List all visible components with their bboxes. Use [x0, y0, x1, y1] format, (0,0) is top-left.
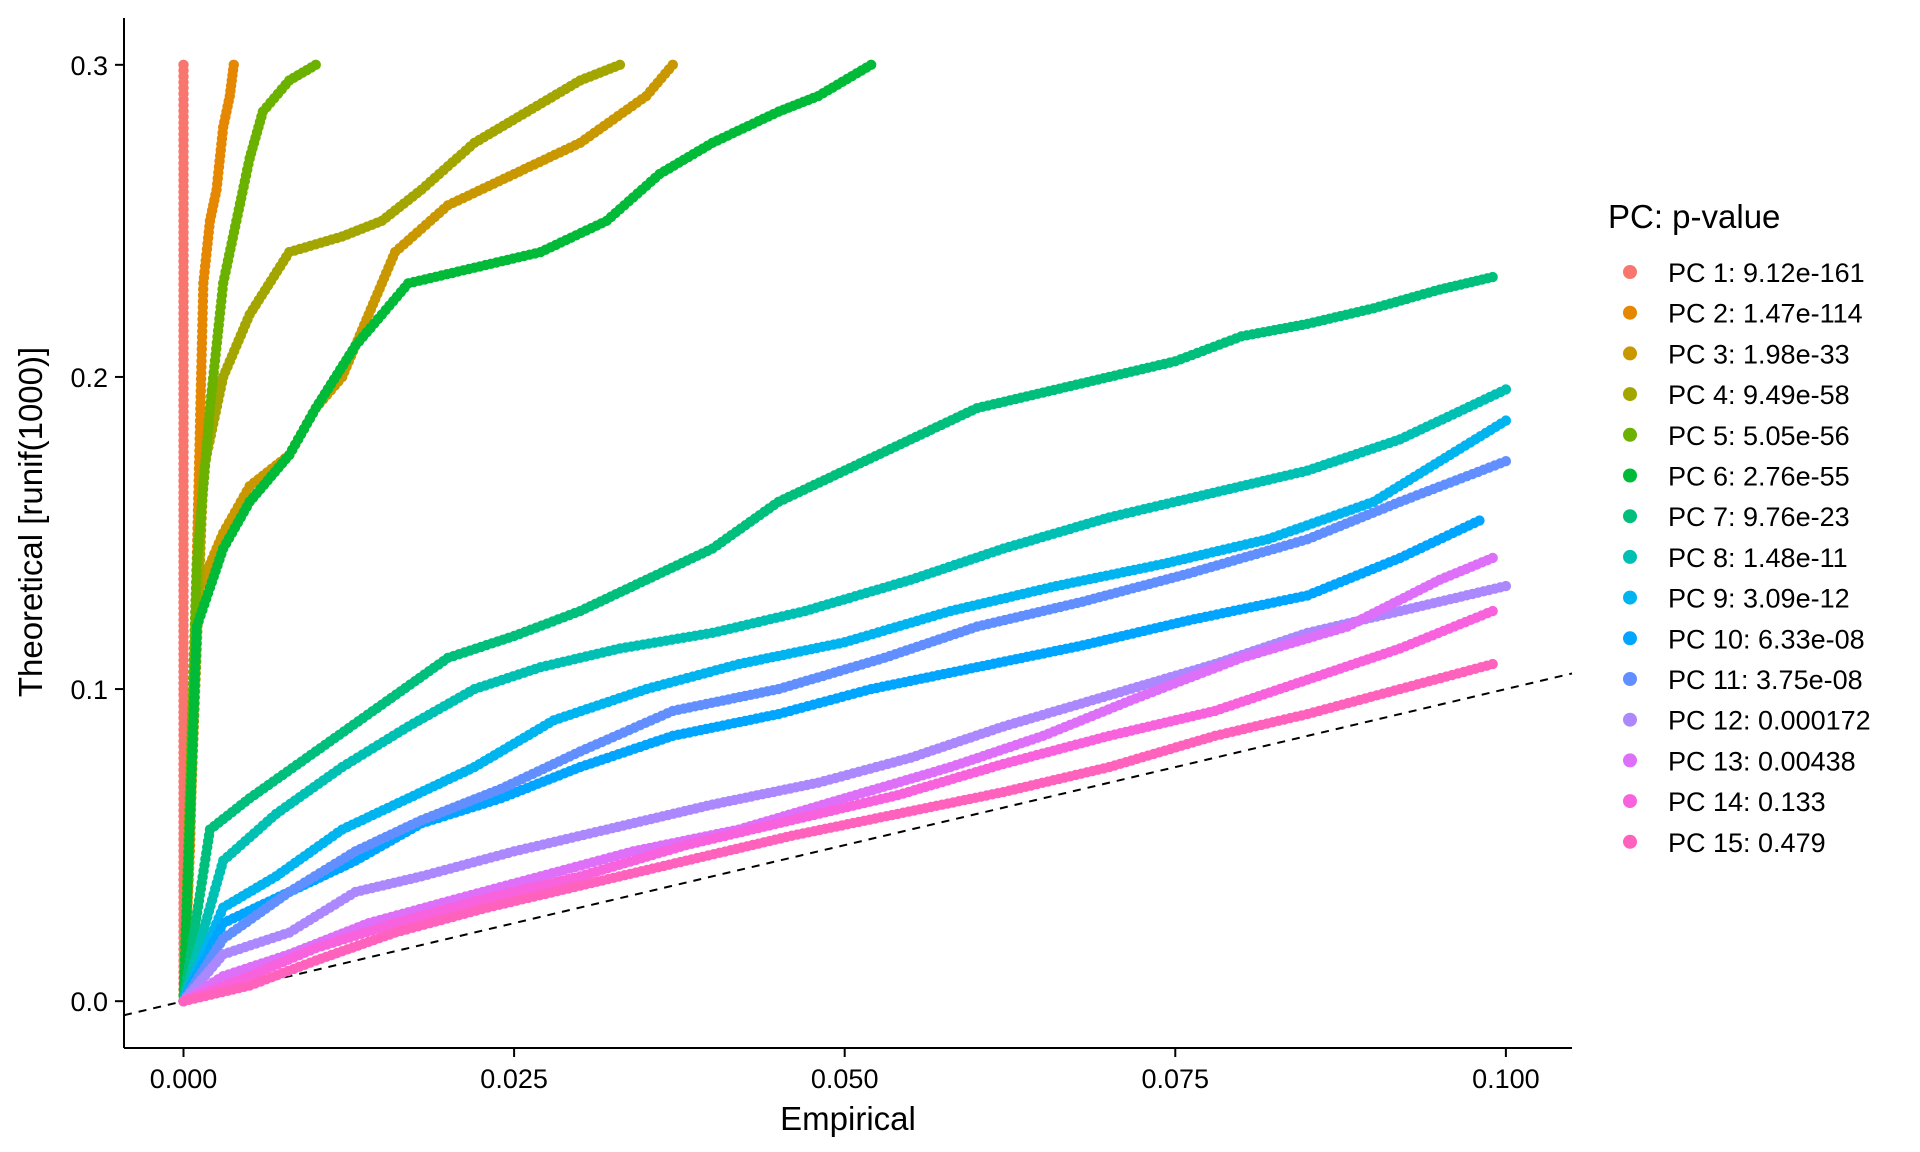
legend-label: PC 5: 5.05e-56 [1668, 421, 1850, 451]
x-tick-label: 0.075 [1141, 1064, 1209, 1094]
x-tick-label: 0.025 [480, 1064, 548, 1094]
legend-swatch [1623, 590, 1637, 605]
reference-line [123, 672, 1573, 1017]
y-tick-label: 0.3 [70, 51, 108, 81]
series-points [178, 415, 1512, 1007]
legend: PC: p-value PC 1: 9.12e-161 PC 2: 1.47e-1… [1608, 198, 1871, 858]
data-point [1487, 658, 1498, 670]
x-tick-label: 0.000 [150, 1064, 218, 1094]
legend-label: PC 14: 0.133 [1668, 787, 1826, 817]
legend-swatch [1623, 631, 1637, 646]
series-points [178, 59, 626, 1007]
y-tick-label: 0.1 [70, 675, 108, 705]
legend-swatch [1623, 549, 1637, 564]
legend-label: PC 15: 0.479 [1668, 828, 1826, 858]
legend-swatch [1623, 794, 1637, 809]
legend-swatch [1623, 346, 1637, 361]
legend-label: PC 8: 1.48e-11 [1668, 543, 1848, 573]
data-point [228, 59, 239, 71]
data-point [865, 59, 877, 71]
data-point [1487, 605, 1498, 617]
data-point [1474, 515, 1485, 526]
series-points [178, 59, 678, 1007]
legend-label: PC 2: 1.47e-114 [1668, 299, 1863, 329]
legend-label: PC 3: 1.98e-33 [1668, 339, 1850, 369]
y-axis-title: Theoretical [runif(1000)] [12, 347, 49, 697]
legend-swatch [1623, 672, 1637, 686]
series-points [178, 59, 877, 1007]
legend-swatch [1623, 753, 1637, 768]
legend-label: PC 7: 9.76e-23 [1668, 502, 1850, 532]
x-tick-label: 0.050 [811, 1064, 879, 1094]
legend-swatch [1623, 427, 1637, 442]
series-points [178, 580, 1512, 1007]
series-points [178, 271, 1498, 1007]
legend-label: PC 4: 9.49e-58 [1668, 380, 1850, 410]
series-points [178, 384, 1512, 1007]
data-point [1500, 580, 1512, 592]
legend-swatch [1623, 509, 1637, 524]
legend-swatch [1623, 305, 1637, 320]
legend-label: PC 9: 3.09e-12 [1668, 584, 1850, 614]
data-point [1500, 415, 1512, 426]
series-points [178, 658, 1498, 1007]
legend-label: PC 1: 9.12e-161 [1668, 258, 1865, 288]
legend-label: PC 11: 3.75e-08 [1668, 665, 1863, 695]
data-point [178, 59, 189, 71]
y-tick-label: 0.0 [70, 987, 108, 1017]
legend-swatch [1623, 265, 1637, 279]
data-point [1500, 456, 1512, 467]
legend-label: PC 12: 0.000172 [1668, 706, 1871, 736]
legend-swatch [1623, 387, 1637, 402]
legend-swatch [1623, 712, 1637, 727]
data-point [1487, 552, 1498, 564]
x-axis-ticks: 0.000 0.025 0.050 0.075 0.100 [150, 1048, 1540, 1094]
legend-label: PC 6: 2.76e-55 [1668, 462, 1850, 492]
series-points [178, 605, 1498, 1007]
legend-label: PC 10: 6.33e-08 [1668, 624, 1865, 654]
data-point [1487, 271, 1498, 283]
legend-swatch [1623, 834, 1637, 849]
data-point [1500, 384, 1512, 395]
reference-line-layer [123, 672, 1573, 1017]
data-point [667, 59, 678, 71]
legend-swatch [1623, 468, 1637, 483]
data-point [310, 59, 321, 71]
legend-title: PC: p-value [1608, 198, 1780, 235]
y-axis-ticks: 0.0 0.1 0.2 0.3 [70, 51, 124, 1017]
y-tick-label: 0.2 [70, 363, 108, 393]
legend-label: PC 13: 0.00438 [1668, 746, 1856, 776]
x-axis-title: Empirical [780, 1100, 916, 1137]
x-tick-label: 0.100 [1472, 1064, 1540, 1094]
data-point [614, 59, 626, 71]
points-layer [178, 59, 1512, 1007]
